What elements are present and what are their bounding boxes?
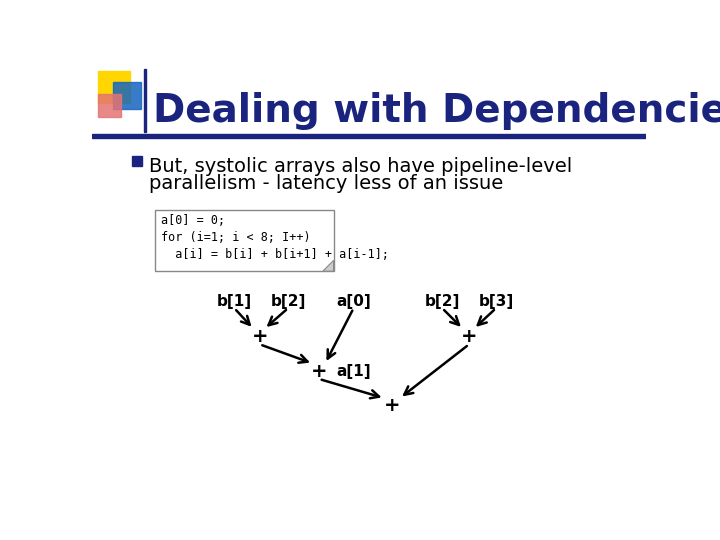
Bar <box>92 134 647 138</box>
Text: a[i] = b[i] + b[i+1] + a[i-1];: a[i] = b[i] + b[i+1] + a[i-1]; <box>161 248 389 261</box>
Text: b[2]: b[2] <box>271 294 306 309</box>
Text: parallelism - latency less of an issue: parallelism - latency less of an issue <box>149 174 503 193</box>
Text: b[1]: b[1] <box>217 294 252 309</box>
Text: a[1]: a[1] <box>336 364 371 379</box>
Bar <box>132 156 142 166</box>
Bar <box>113 82 141 110</box>
Text: Dealing with Dependencies: Dealing with Dependencies <box>153 92 720 130</box>
Text: +: + <box>311 362 327 381</box>
Text: a[0] = 0;: a[0] = 0; <box>161 214 225 227</box>
Text: b[2]: b[2] <box>425 294 460 309</box>
Text: b[3]: b[3] <box>478 294 513 309</box>
Bar <box>144 69 145 132</box>
Text: +: + <box>461 327 477 346</box>
Polygon shape <box>323 260 333 271</box>
Text: But, systolic arrays also have pipeline-level: But, systolic arrays also have pipeline-… <box>149 157 572 176</box>
Bar <box>98 71 130 103</box>
Text: for (i=1; i < 8; I++): for (i=1; i < 8; I++) <box>161 231 311 244</box>
Bar <box>155 210 333 271</box>
Text: a[0]: a[0] <box>336 294 371 309</box>
Text: +: + <box>384 396 400 415</box>
Bar <box>98 94 121 117</box>
Text: +: + <box>251 327 268 346</box>
